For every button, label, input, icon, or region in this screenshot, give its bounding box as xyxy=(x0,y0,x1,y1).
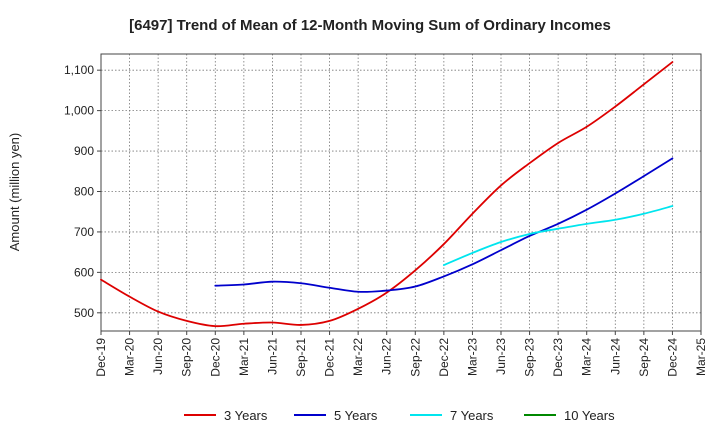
legend-label-3-years: 3 Years xyxy=(224,408,268,423)
y-tick-label: 500 xyxy=(74,306,94,320)
x-tick-label: Sep-23 xyxy=(523,338,537,377)
y-tick-label: 700 xyxy=(74,225,94,239)
x-tick-label: Mar-24 xyxy=(580,338,594,376)
x-tick-label: Jun-23 xyxy=(494,338,508,375)
plot-frame xyxy=(100,53,702,332)
x-tick-label: Dec-24 xyxy=(665,338,679,377)
x-tick-label: Mar-23 xyxy=(465,338,479,376)
y-tick-label: 1,000 xyxy=(64,104,94,118)
x-tick-label: Jun-21 xyxy=(265,338,279,375)
x-tick-label: Dec-19 xyxy=(94,338,108,377)
x-tick-label: Dec-20 xyxy=(208,338,222,377)
x-tick-label: Dec-23 xyxy=(551,338,565,377)
y-axis-label: Amount (million yen) xyxy=(7,133,22,252)
x-tick-label: Jun-24 xyxy=(608,338,622,375)
x-tick-label: Jun-22 xyxy=(380,338,394,375)
legend-label-10-years: 10 Years xyxy=(564,408,615,423)
x-tick-label: Dec-22 xyxy=(437,338,451,377)
x-tick-label: Mar-20 xyxy=(123,338,137,376)
x-axis: Dec-19 Mar-20 Jun-20 Sep-20 Dec-20 Mar-21 Jun-… xyxy=(94,331,708,377)
x-tick-label: Mar-25 xyxy=(694,338,708,376)
x-tick-label: Jun-20 xyxy=(151,338,165,375)
plot-area xyxy=(101,54,701,331)
y-axis: 500 600 700 800 900 1,000 1,100 xyxy=(64,63,101,320)
series-line-7-years xyxy=(442,205,674,266)
series-line-3-years xyxy=(100,61,674,328)
x-tick-label: Sep-20 xyxy=(180,338,194,377)
y-tick-label: 600 xyxy=(74,265,94,279)
y-tick-label: 900 xyxy=(74,144,94,158)
series-lines xyxy=(100,61,674,328)
legend: 3 Years 5 Years 7 Years 10 Years xyxy=(184,408,615,423)
grid-lines xyxy=(101,54,701,331)
x-tick-label: Sep-22 xyxy=(408,338,422,377)
legend-label-7-years: 7 Years xyxy=(450,408,494,423)
x-tick-label: Mar-22 xyxy=(351,338,365,376)
y-tick-label: 1,100 xyxy=(64,63,94,77)
x-tick-label: Sep-24 xyxy=(637,338,651,377)
x-tick-label: Mar-21 xyxy=(237,338,251,376)
y-tick-label: 800 xyxy=(74,184,94,198)
legend-label-5-years: 5 Years xyxy=(334,408,378,423)
x-tick-label: Dec-21 xyxy=(323,338,337,377)
series-line-5-years xyxy=(214,157,674,293)
chart-title: [6497] Trend of Mean of 12-Month Moving … xyxy=(129,17,611,34)
x-tick-label: Sep-21 xyxy=(294,338,308,377)
